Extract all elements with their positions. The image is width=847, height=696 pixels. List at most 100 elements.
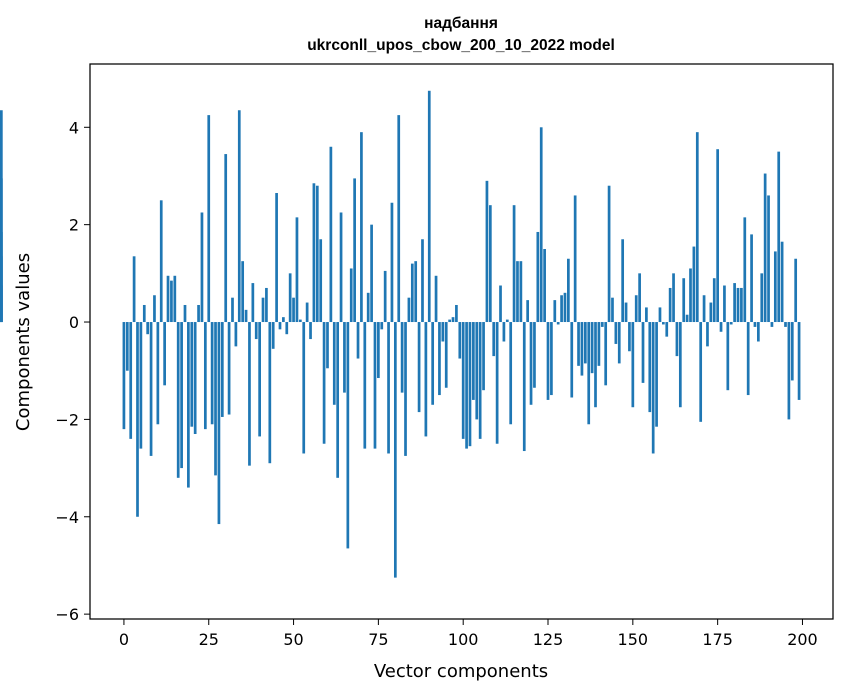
bar xyxy=(244,309,248,323)
bar xyxy=(797,322,801,400)
bar xyxy=(614,322,618,344)
bar xyxy=(444,322,448,388)
bar xyxy=(726,322,730,391)
bar xyxy=(560,295,563,323)
bar xyxy=(753,322,757,327)
bar xyxy=(617,322,621,364)
bar xyxy=(366,292,370,323)
bar xyxy=(597,322,601,366)
bar xyxy=(129,322,133,439)
bar xyxy=(207,115,211,323)
bar xyxy=(723,285,726,323)
bar xyxy=(770,322,774,327)
bar xyxy=(227,322,231,415)
bar xyxy=(343,322,346,393)
bar xyxy=(360,132,363,323)
bar xyxy=(583,322,587,364)
bar xyxy=(180,322,183,469)
bar xyxy=(322,322,326,444)
bar xyxy=(648,322,652,413)
bar xyxy=(421,239,424,323)
x-tick-label: 125 xyxy=(533,630,564,649)
bar xyxy=(248,322,251,466)
bar xyxy=(261,297,265,323)
bar xyxy=(251,283,255,323)
bar xyxy=(153,295,156,323)
bar xyxy=(200,212,204,323)
bar xyxy=(499,285,502,323)
bar xyxy=(594,322,597,408)
bar xyxy=(309,322,312,340)
x-axis-label: Vector components xyxy=(374,661,548,682)
bar xyxy=(750,234,753,323)
bar xyxy=(743,217,747,323)
bar xyxy=(553,300,557,323)
bar xyxy=(482,322,485,391)
bar xyxy=(438,322,441,396)
bar xyxy=(709,302,713,323)
bar xyxy=(224,154,228,323)
bar xyxy=(563,292,567,323)
bar xyxy=(455,304,458,323)
bar xyxy=(590,322,594,374)
bar xyxy=(275,193,278,323)
x-tick-label: 200 xyxy=(787,630,818,649)
bar xyxy=(573,195,577,323)
bar xyxy=(237,110,241,323)
bar xyxy=(536,231,540,323)
bar xyxy=(631,322,635,408)
y-tick-label: 2 xyxy=(69,216,79,235)
y-tick-label: −2 xyxy=(55,410,79,429)
bar xyxy=(417,322,421,413)
bar xyxy=(183,304,187,323)
bar xyxy=(509,322,513,425)
bar xyxy=(465,322,468,449)
bar xyxy=(427,90,431,323)
bar xyxy=(478,322,482,439)
bar xyxy=(716,149,719,323)
bar xyxy=(556,322,560,325)
bar xyxy=(794,258,798,323)
bar xyxy=(220,322,224,417)
bar xyxy=(197,304,200,323)
bar xyxy=(689,268,692,323)
bar xyxy=(736,287,740,323)
bar xyxy=(692,246,696,323)
bar xyxy=(512,205,516,323)
bar xyxy=(604,322,608,386)
bar xyxy=(790,322,794,381)
y-tick-label: −4 xyxy=(55,508,79,527)
bar xyxy=(472,322,475,400)
bar xyxy=(695,132,699,323)
bar xyxy=(580,322,584,376)
bar xyxy=(285,322,289,335)
bar xyxy=(678,322,682,408)
x-tick-label: 75 xyxy=(368,630,388,649)
bar xyxy=(611,297,614,323)
bar xyxy=(305,302,309,323)
bar xyxy=(258,322,261,437)
x-axis-ticks: 0 25 50 75 100 125 150 175 200 xyxy=(119,619,818,649)
bar xyxy=(682,278,686,323)
bar xyxy=(125,322,129,371)
bar xyxy=(441,322,445,342)
bar xyxy=(763,173,767,323)
bar xyxy=(176,322,180,478)
bar xyxy=(336,322,340,478)
bar xyxy=(434,275,438,323)
bar xyxy=(784,322,787,327)
bar xyxy=(377,322,380,379)
bar xyxy=(641,322,645,383)
bar xyxy=(203,322,207,430)
bar xyxy=(492,322,496,357)
bar xyxy=(268,322,272,464)
chart-title-line-1: надбання xyxy=(424,15,498,32)
bar xyxy=(0,285,3,323)
bar xyxy=(448,319,451,323)
bar xyxy=(302,322,306,454)
x-tick-label: 50 xyxy=(283,630,303,649)
bar xyxy=(638,273,641,323)
bar xyxy=(675,322,679,357)
bar xyxy=(132,256,136,323)
bar xyxy=(173,275,177,323)
